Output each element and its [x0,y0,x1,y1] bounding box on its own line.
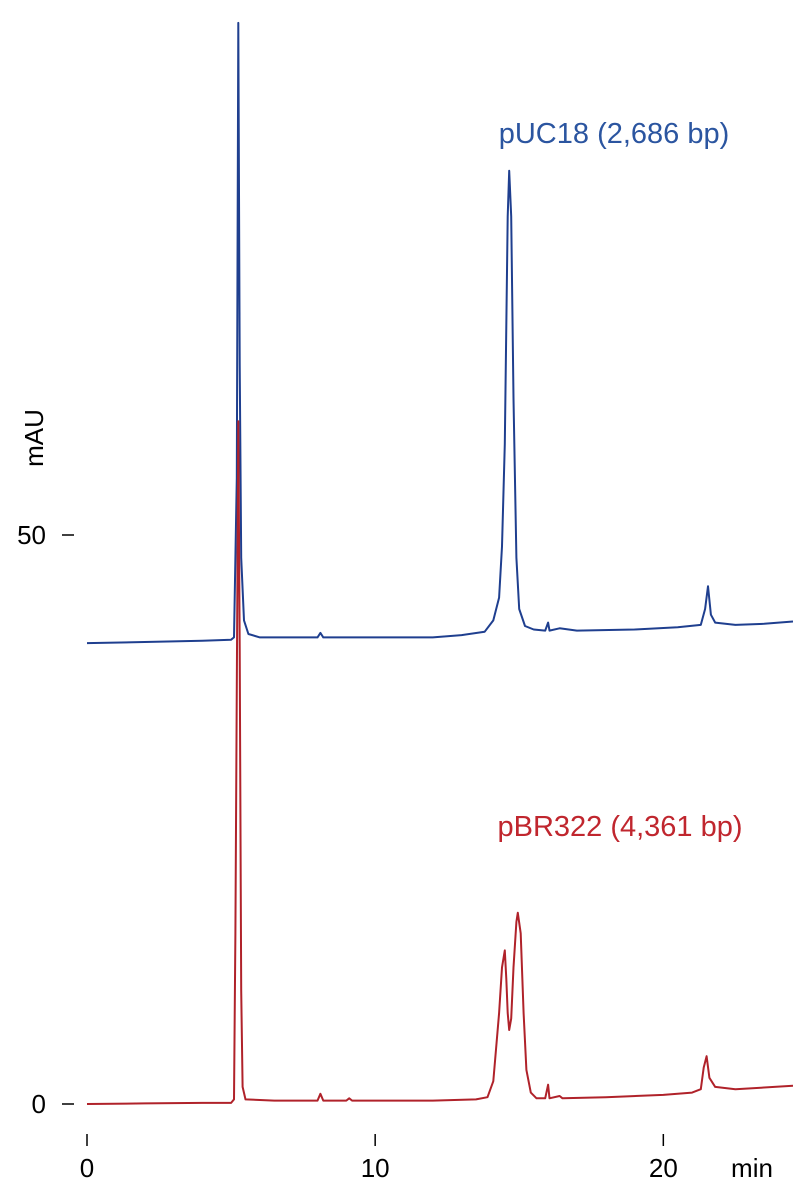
series-label-pbr322: pBR322 (4,361 bp) [497,811,742,843]
x-axis-label: min [731,1153,773,1183]
series-line-puc18 [86,21,793,645]
x-axis: 0 10 20 [80,1134,678,1183]
y-tick-label-50: 50 [17,520,46,550]
y-tick-label-0: 0 [32,1089,46,1119]
y-axis-label: mAU [19,409,49,467]
series-line-pbr322 [86,420,793,1105]
x-tick-label-0: 0 [80,1153,94,1183]
series-label-puc18: pUC18 (2,686 bp) [499,118,730,150]
x-tick-label-20: 20 [649,1153,678,1183]
chromatogram-traces [86,21,793,1105]
y-axis: 0 50 [17,520,74,1119]
x-tick-label-10: 10 [361,1153,390,1183]
